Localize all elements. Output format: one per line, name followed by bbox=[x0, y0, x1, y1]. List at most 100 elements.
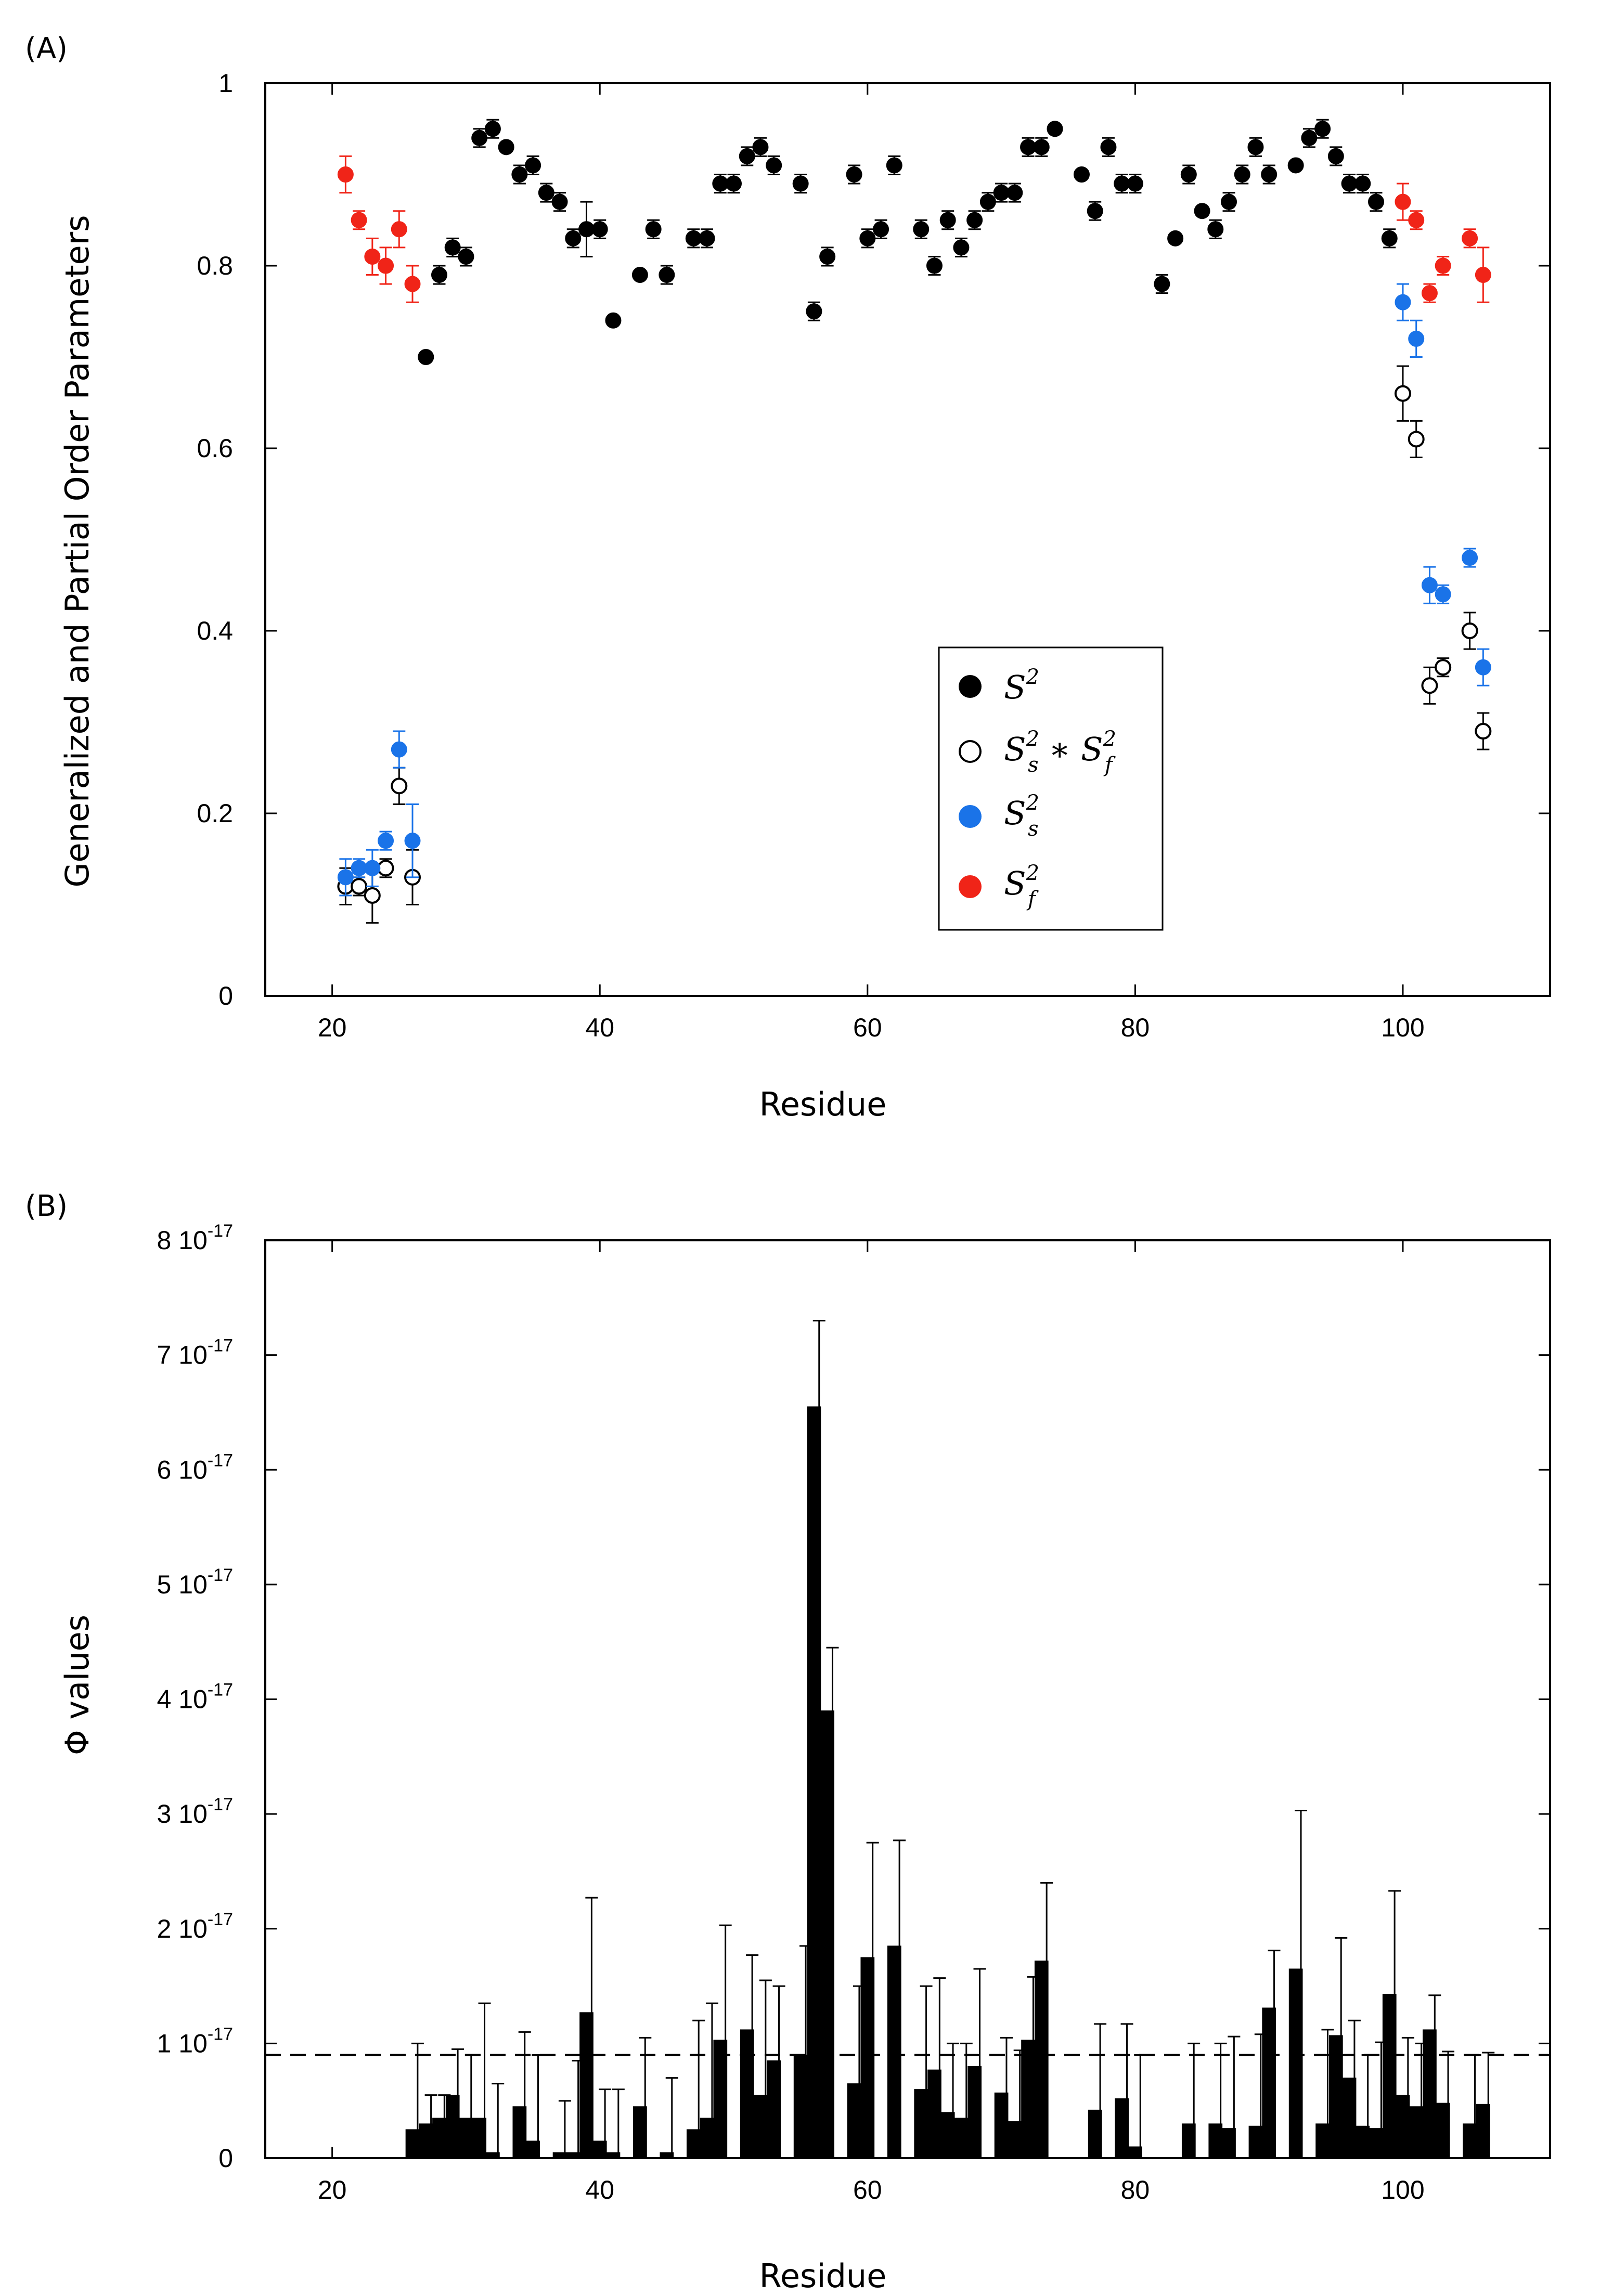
phi-bar bbox=[847, 2083, 861, 2159]
phi-bar bbox=[700, 2118, 714, 2159]
data-point-s2f bbox=[1421, 285, 1438, 302]
panel-b-x-tick-label: 80 bbox=[1121, 2175, 1150, 2204]
data-point-s2 bbox=[1087, 203, 1103, 219]
data-point-s2s-s2f bbox=[1475, 723, 1492, 740]
phi-bar bbox=[1222, 2128, 1236, 2159]
data-point-s2 bbox=[926, 257, 943, 274]
phi-bar bbox=[1436, 2103, 1450, 2159]
panel-a-x-tick-label: 20 bbox=[318, 1013, 347, 1042]
phi-bar bbox=[1382, 1994, 1397, 2159]
phi-bar bbox=[552, 2152, 567, 2159]
data-point-s2s bbox=[364, 860, 381, 876]
data-point-s2 bbox=[1194, 203, 1210, 219]
panel-a-x-tick-label: 60 bbox=[853, 1013, 882, 1042]
panel-b-y-axis-title: Φ values bbox=[58, 1615, 96, 1755]
data-point-s2 bbox=[645, 221, 662, 238]
legend: S2 S2 s ∗ S2 f S2 s S2 f bbox=[938, 646, 1164, 931]
data-point-s2 bbox=[1327, 148, 1344, 164]
phi-bar bbox=[1409, 2106, 1424, 2159]
data-point-s2 bbox=[846, 166, 862, 183]
data-point-s2 bbox=[766, 157, 782, 174]
data-point-s2 bbox=[886, 157, 902, 174]
panel-a-x-tick-label: 40 bbox=[585, 1013, 614, 1042]
phi-bar bbox=[1248, 2125, 1263, 2159]
data-point-s2 bbox=[939, 212, 956, 228]
legend-label-s2s-s2f: S2 s ∗ S2 f bbox=[1004, 727, 1116, 777]
legend-marker-s2 bbox=[959, 675, 982, 698]
phi-bar bbox=[445, 2095, 460, 2159]
data-point-s2 bbox=[1287, 157, 1304, 174]
phi-bar bbox=[1181, 2123, 1196, 2159]
phi-bar bbox=[767, 2060, 781, 2159]
data-point-s2 bbox=[1261, 166, 1278, 183]
phi-bar bbox=[1288, 1968, 1303, 2159]
data-point-s2s bbox=[1408, 330, 1425, 347]
panel-a-y-tick-label: 0.8 bbox=[197, 251, 233, 280]
phi-bar bbox=[566, 2152, 580, 2159]
data-point-s2f bbox=[378, 257, 394, 274]
phi-bar bbox=[967, 2066, 982, 2159]
data-point-s2 bbox=[511, 166, 528, 183]
data-point-s2s bbox=[391, 741, 407, 758]
phi-bar bbox=[459, 2118, 473, 2159]
panel-a-y-tick-label: 0.2 bbox=[197, 799, 233, 828]
legend-label-s2f: S2 f bbox=[1004, 861, 1039, 911]
data-point-s2s bbox=[1475, 659, 1491, 676]
data-point-s2 bbox=[1033, 139, 1050, 155]
data-point-s2s bbox=[337, 869, 354, 886]
phi-bar bbox=[1021, 2040, 1035, 2159]
phi-bar bbox=[753, 2095, 768, 2159]
data-point-s2f bbox=[1462, 230, 1478, 247]
phi-bar bbox=[1315, 2123, 1330, 2159]
data-point-s2 bbox=[1314, 121, 1331, 137]
phi-bar bbox=[472, 2118, 487, 2159]
phi-bar bbox=[1328, 2035, 1343, 2159]
phi-bar bbox=[1208, 2123, 1223, 2159]
phi-bar bbox=[1396, 2095, 1410, 2159]
data-point-s2 bbox=[913, 221, 930, 238]
data-point-s2 bbox=[1234, 166, 1250, 183]
data-point-s2 bbox=[418, 349, 434, 365]
data-point-s2 bbox=[806, 303, 822, 320]
data-point-s2s-s2f bbox=[351, 878, 368, 895]
panel-b-x-tick-label: 40 bbox=[585, 2175, 614, 2204]
phi-bar bbox=[927, 2069, 941, 2159]
data-point-s2 bbox=[1221, 193, 1237, 210]
data-point-s2s-s2f bbox=[1461, 622, 1478, 639]
panel-b-y-tick-label: 7 10-17 bbox=[157, 1336, 233, 1370]
data-point-s2 bbox=[699, 230, 715, 247]
data-point-s2 bbox=[966, 212, 983, 228]
data-point-s2 bbox=[1154, 276, 1170, 292]
data-point-s2s bbox=[1462, 550, 1478, 566]
data-point-s2s-s2f bbox=[1421, 677, 1438, 694]
data-point-s2s bbox=[1421, 577, 1438, 593]
data-point-s2 bbox=[739, 148, 755, 164]
phi-bar bbox=[1356, 2125, 1370, 2159]
data-point-s2 bbox=[752, 139, 769, 155]
phi-bar bbox=[405, 2129, 420, 2159]
phi-bar bbox=[994, 2092, 1009, 2159]
phi-values-plot: 20 40 60 80 100 0 1 10-17 2 10-17 3 10-17 4 10-17… bbox=[157, 1221, 1551, 2204]
data-point-s2f bbox=[1395, 193, 1411, 210]
data-point-s2s-s2f bbox=[377, 860, 394, 877]
data-point-s2s bbox=[1395, 294, 1411, 310]
panel-a-x-axis-title: Residue bbox=[759, 1085, 887, 1123]
phi-bar bbox=[432, 2118, 446, 2159]
data-point-s2s-s2f bbox=[1408, 431, 1425, 448]
data-point-s2 bbox=[605, 312, 622, 329]
panel-b-x-tick-label: 60 bbox=[853, 2175, 882, 2204]
phi-bar bbox=[887, 1945, 901, 2159]
data-point-s2 bbox=[551, 193, 568, 210]
data-point-s2 bbox=[819, 248, 836, 265]
phi-bar bbox=[940, 2112, 955, 2159]
data-point-s2f bbox=[364, 248, 381, 265]
data-point-s2f bbox=[1475, 267, 1491, 283]
panel-b-y-tick-label: 3 10-17 bbox=[157, 1795, 233, 1828]
legend-marker-s2f bbox=[959, 875, 982, 898]
data-point-s2 bbox=[953, 239, 970, 256]
data-point-s2 bbox=[1247, 139, 1264, 155]
data-point-s2 bbox=[1047, 121, 1063, 137]
phi-bar bbox=[1476, 2104, 1490, 2159]
data-point-s2f bbox=[391, 221, 407, 238]
